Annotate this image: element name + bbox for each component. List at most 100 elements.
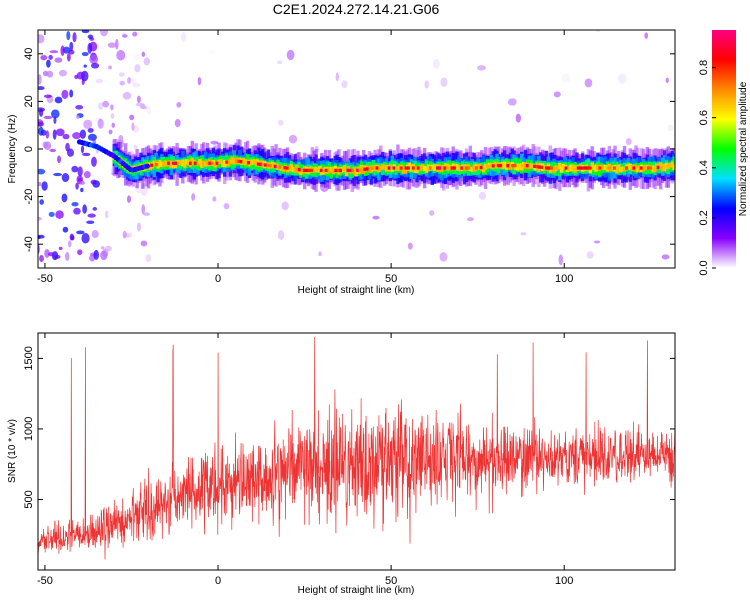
heatmap-cell [422,166,427,171]
heatmap-cell [140,240,148,247]
heatmap-cell [186,159,191,166]
heatmap-cell [136,222,141,232]
heatmap-cell [552,166,556,173]
heatmap-cell [61,89,69,100]
heatmap-cell [394,166,398,171]
heatmap-cell [443,166,447,170]
heatmap-cell [561,73,570,83]
heatmap-cell [651,165,655,173]
snr-y-label: SNR (10 * v/v) [7,419,18,483]
heatmap-cell [38,34,45,44]
heatmap-cell [502,161,507,169]
heatmap-cell [550,166,553,170]
heatmap-cell [460,166,464,170]
heatmap-cell [387,166,391,170]
colorbar-tick-label: 0.2 [698,210,710,225]
heatmap-cell [152,160,156,167]
heatmap-cell [174,119,181,128]
heatmap-cell [467,166,471,170]
heatmap-cell [307,168,311,173]
x-tick-label: 100 [555,273,573,285]
heatmap-cell [180,31,187,42]
heatmap-cell [613,166,616,170]
heatmap-cell [581,166,585,170]
heatmap-cell [413,160,417,172]
heatmap-cell [592,166,596,171]
heatmap-cell [154,162,158,167]
x-tick-label: -50 [37,575,53,587]
heatmap-cell [520,163,524,168]
heatmap-cell [61,193,68,203]
heatmap-cell [438,166,442,170]
heatmap-cell [428,166,432,170]
heatmap-cell [68,49,75,55]
heatmap-cell [533,164,536,168]
heatmap-cell [242,160,246,164]
heatmap-cell [48,252,55,257]
heatmap-cell [668,163,672,168]
heatmap-cell [54,57,63,63]
heatmap-cell [198,159,202,171]
heatmap-cell [208,161,212,165]
heatmap-cell [622,167,627,172]
heatmap-cell [127,76,132,84]
heatmap-cell [396,165,400,172]
heatmap-cell [450,166,454,170]
heatmap-cell [639,166,643,170]
heatmap-cell [443,163,448,170]
heatmap-cell [38,86,45,91]
heatmap-cell [573,165,577,173]
heatmap-cell [286,49,295,61]
heatmap-cell [70,235,75,241]
heatmap-cell [76,115,80,120]
heatmap-cell [108,65,113,70]
heatmap-cell [43,115,53,120]
heatmap-cell [506,163,510,168]
heatmap-cell [363,167,368,176]
spectrogram-x-label: Height of straight line (km) [298,285,415,296]
heatmap-cell [358,168,362,172]
heatmap-cell [567,165,572,172]
heatmap-cell [588,166,592,170]
heatmap-cell [424,160,429,172]
heatmap-cell [253,159,257,165]
heatmap-cell [276,160,280,169]
heatmap-cell [81,51,89,57]
heatmap-cell [87,42,93,54]
heatmap-cell [143,212,151,216]
heatmap-cell [129,114,135,121]
heatmap-cell [609,165,613,172]
heatmap-cell [440,166,444,170]
heatmap-cell [529,163,533,168]
heatmap-cell [489,163,493,169]
heatmap-cell [385,166,389,170]
heatmap-cell [259,162,263,167]
heatmap-cell [455,163,459,171]
colorbar-tick-label: 0.0 [698,260,710,275]
heatmap-cell [131,122,135,131]
heatmap-cell [92,207,98,211]
heatmap-cell [43,94,52,99]
colorbar: 0.0 0.2 0.4 0.6 0.8 Normalized spectral ampl… [698,30,749,276]
heatmap-cell [210,161,214,165]
heatmap-cell [200,160,204,168]
heatmap-cell [392,166,396,170]
heatmap-cell [617,164,621,171]
x-tick-label: 100 [555,575,573,587]
heatmap-cell [500,161,505,170]
heatmap-cell [344,169,349,177]
heatmap-cell [625,138,632,146]
spectrogram-y-label: Frequency (Hz) [7,115,18,184]
heatmap-cell [632,166,636,170]
heatmap-cell [472,164,476,172]
heatmap-cell [295,167,299,172]
heatmap-cell [608,166,611,170]
y-tick-label: 20 [23,95,35,107]
heatmap-cell [38,121,44,127]
heatmap-cell [208,49,216,54]
heatmap-cell [670,161,674,168]
heatmap-cell [314,166,318,173]
heatmap-cell [634,164,638,172]
heatmap-cell [100,30,109,37]
